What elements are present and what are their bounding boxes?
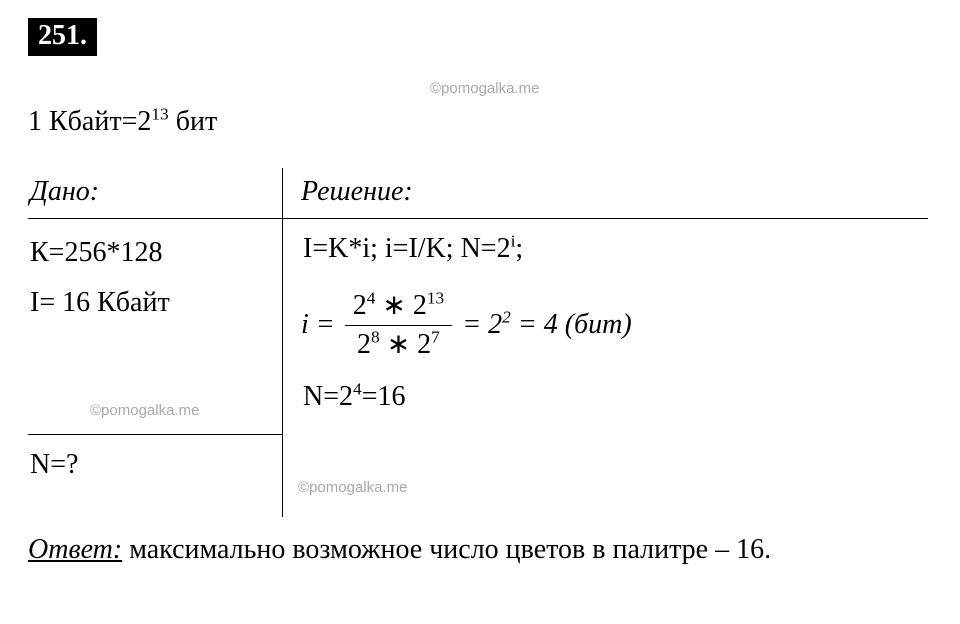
- eq1-exp: 2: [502, 308, 511, 327]
- fraction-bar: [345, 325, 453, 326]
- table-header-row: Дано: Решение:: [28, 168, 928, 219]
- den-mid: ∗: [380, 329, 417, 360]
- fraction-denominator: 28 ∗ 27: [349, 328, 448, 362]
- answer: Ответ: максимально возможное число цвето…: [28, 531, 932, 569]
- result-prefix: N=2: [303, 381, 353, 412]
- conversion-lhs: 1 Кбайт=2: [28, 106, 151, 137]
- table-body-row: К=256*128 I= 16 Кбайт ©pomogalka.me I=K*…: [28, 219, 928, 435]
- fraction: 24 ∗ 213 28 ∗ 27: [345, 289, 453, 361]
- solution-formulas: I=K*i; i=I/K; N=2i;: [303, 233, 928, 265]
- eq1-base: = 2: [462, 309, 502, 340]
- conversion-rhs: бит: [169, 106, 217, 137]
- table-tail-row: N=? ©pomogalka.me: [28, 435, 928, 517]
- frac-eq1: = 22 = 4 (бит): [462, 309, 631, 341]
- num-mid: ∗: [375, 290, 412, 321]
- result-suffix: =16: [362, 381, 406, 412]
- fraction-equation: i = 24 ∗ 213 28 ∗ 27 = 22 = 4 (бит): [301, 289, 632, 361]
- watermark: ©pomogalka.me: [90, 402, 199, 419]
- unit-conversion: 1 Кбайт=213 бит: [28, 106, 932, 138]
- formulas-suffix: ;: [515, 233, 523, 264]
- den-a: 2: [357, 329, 371, 360]
- result-exp: 4: [353, 380, 362, 399]
- eq2-tail: = 4 (бит): [511, 309, 632, 340]
- answer-text: максимально возможное число цветов в пал…: [122, 534, 771, 565]
- problem-number-badge: 251.: [28, 18, 97, 56]
- conversion-exp: 13: [151, 105, 168, 124]
- solution-cell: I=K*i; i=I/K; N=2i; i = 24 ∗ 213 28 ∗ 27…: [283, 219, 928, 435]
- den-b: 2: [417, 329, 431, 360]
- watermark: ©pomogalka.me: [298, 479, 407, 496]
- given-cell: К=256*128 I= 16 Кбайт ©pomogalka.me: [28, 219, 283, 435]
- solution-header-cell: Решение:: [283, 168, 928, 219]
- answer-label: Ответ:: [28, 534, 122, 565]
- empty-tail-cell: ©pomogalka.me: [283, 435, 928, 517]
- question-line: N=?: [30, 449, 268, 481]
- given-header-cell: Дано:: [28, 168, 283, 219]
- num-a: 2: [353, 290, 367, 321]
- num-b: 2: [413, 290, 427, 321]
- question-cell: N=?: [28, 435, 283, 517]
- solution-table: Дано: Решение: К=256*128 I= 16 Кбайт ©po…: [28, 168, 928, 517]
- watermark: ©pomogalka.me: [430, 80, 539, 97]
- formulas-prefix: I=K*i; i=I/K; N=2: [303, 233, 511, 264]
- den-a-exp: 8: [371, 327, 380, 346]
- fraction-numerator: 24 ∗ 213: [345, 289, 453, 323]
- given-label: Дано:: [30, 176, 99, 207]
- frac-lead: i =: [301, 309, 335, 341]
- given-line-2: I= 16 Кбайт: [30, 287, 268, 319]
- den-b-exp: 7: [431, 327, 440, 346]
- solution-result: N=24=16: [303, 381, 928, 413]
- num-b-exp: 13: [427, 289, 444, 308]
- solution-label: Решение:: [301, 176, 413, 207]
- given-line-1: К=256*128: [30, 237, 268, 269]
